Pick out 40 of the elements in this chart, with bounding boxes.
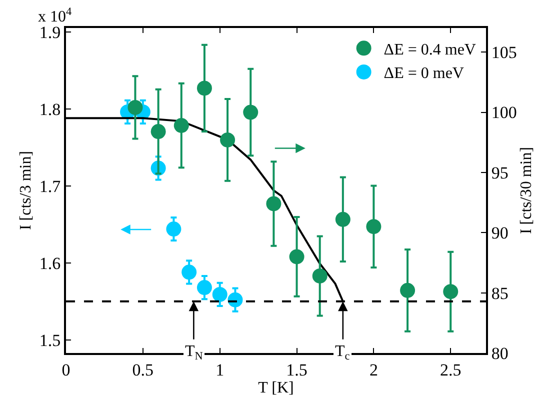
x-tick-label: 1 (216, 360, 224, 380)
point (174, 118, 189, 133)
legend-label: ΔE = 0.4 meV (384, 41, 476, 58)
point (212, 286, 228, 302)
y2-axis-title: I [cts/30 min] (518, 146, 536, 234)
point (312, 268, 328, 284)
point (166, 222, 182, 237)
annotation: T$_{N}$ (185, 343, 203, 362)
x-tick-label: 1.5 (286, 360, 308, 380)
y-tick-label: 1.5 (39, 330, 61, 350)
x-tick-label: 0 (62, 360, 70, 380)
y2-tick-label: 85 (491, 284, 508, 303)
y2-tick-label: 100 (491, 103, 517, 122)
point (150, 124, 166, 140)
point (243, 104, 258, 120)
point (289, 249, 304, 264)
x-axis-title: T [K] (258, 379, 294, 396)
y-tick-label: 1.6 (39, 254, 61, 273)
point (182, 264, 197, 280)
y2-tick-label: 80 (491, 344, 508, 363)
point (220, 132, 236, 148)
y-tick-label: 1.7 (39, 176, 62, 196)
x-tick-label: 2 (369, 360, 378, 380)
legend-label: ΔE = 0 meV (384, 65, 464, 82)
y-tick-label: 1.8 (39, 100, 61, 119)
y-axis-title: I [cts/3 min] (18, 150, 35, 230)
y2-tick-label: 95 (491, 163, 508, 182)
x-tick-label: 2.5 (440, 360, 462, 380)
point (443, 284, 458, 300)
point (266, 196, 282, 212)
annotation: T$_{c}$ (335, 343, 350, 362)
x-tick-label: 0.5 (132, 360, 154, 380)
y2-tick-label: 105 (491, 43, 517, 62)
point (128, 100, 143, 115)
point (335, 212, 350, 227)
y2-tick-label: 90 (491, 224, 508, 243)
point (400, 282, 416, 298)
point (366, 219, 382, 234)
point (196, 280, 212, 296)
point (196, 80, 212, 96)
